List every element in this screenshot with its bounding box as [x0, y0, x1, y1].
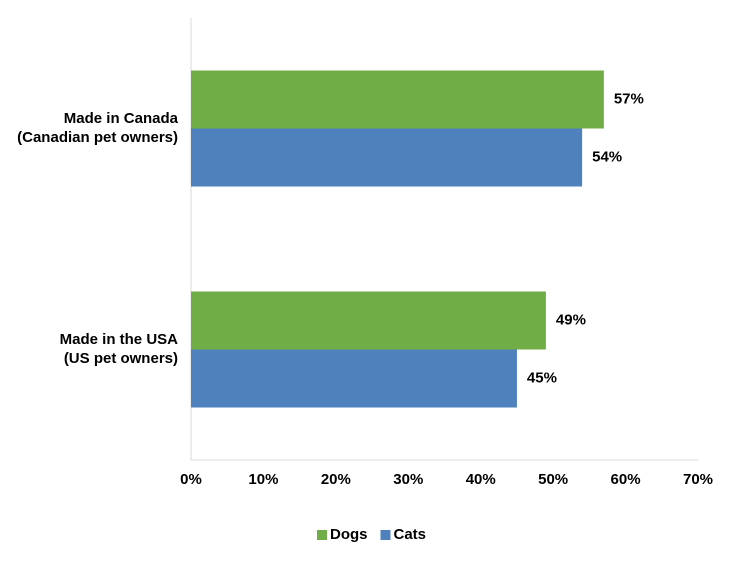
data-label: 57% — [614, 90, 644, 107]
y-tick-label: Made in Canada — [64, 110, 179, 127]
bar — [191, 291, 546, 350]
data-label: 54% — [592, 148, 622, 165]
x-tick-label: 0% — [180, 471, 202, 488]
x-tick-label: 60% — [611, 471, 641, 488]
bar — [191, 349, 517, 408]
legend-label: Cats — [394, 526, 427, 543]
bar — [191, 128, 583, 187]
y-tick-label: (Canadian pet owners) — [17, 129, 178, 146]
y-tick-label: (US pet owners) — [64, 350, 178, 367]
data-label: 45% — [527, 369, 557, 386]
x-tick-label: 50% — [538, 471, 568, 488]
x-tick-label: 40% — [466, 471, 496, 488]
legend-swatch — [380, 530, 391, 540]
x-tick-label: 30% — [393, 471, 423, 488]
data-label: 49% — [556, 311, 586, 328]
x-tick-label: 20% — [321, 471, 351, 488]
bar — [191, 70, 604, 129]
x-tick-label: 10% — [248, 471, 278, 488]
legend-swatch — [317, 530, 327, 540]
y-tick-label: Made in the USA — [60, 331, 179, 348]
legend-label: Dogs — [330, 526, 368, 543]
x-tick-label: 70% — [683, 471, 713, 488]
